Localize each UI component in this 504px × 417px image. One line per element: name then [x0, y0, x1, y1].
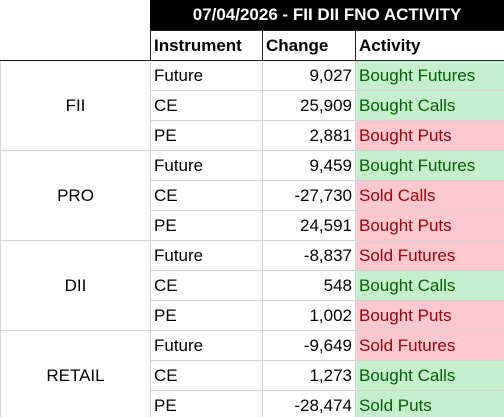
data-row: CE 1,273 Bought Calls	[1, 360, 504, 391]
header-cell: Activity	[355, 30, 504, 61]
change-cell: 2,881	[262, 120, 356, 151]
title: 07/04/2026 - FII DII FNO ACTIVITY	[150, 0, 504, 30]
group-label: DII	[0, 240, 151, 331]
instrument-cell: CE	[150, 270, 263, 301]
activity-cell: Bought Futures	[355, 60, 504, 91]
activity-cell: Bought Futures	[355, 150, 504, 181]
instrument-cell: Future	[150, 150, 263, 181]
change-cell: 1,002	[262, 300, 356, 331]
instrument-cell: Future	[150, 60, 263, 91]
change-cell: 1,273	[262, 360, 356, 391]
data-row: PE 2,881 Bought Puts	[1, 120, 504, 151]
activity-cell: Bought Calls	[355, 270, 504, 301]
instrument-cell: CE	[150, 180, 263, 211]
header-cell: Instrument	[150, 30, 263, 61]
data-row: FII Future 9,027 Bought Futures	[0, 60, 504, 151]
instrument-cell: PE	[150, 390, 263, 417]
activity-table: Instrument Change Activity FII Future 9,027 Bo…	[0, 30, 504, 417]
change-cell: 25,909	[262, 90, 356, 121]
header-cell: Change	[262, 30, 356, 61]
data-row: PRO Future 9,459 Bought Futures	[0, 150, 504, 241]
data-row: PE 1,002 Bought Puts	[1, 300, 504, 331]
data-row: CE 25,909 Bought Calls	[1, 90, 504, 121]
activity-cell: Bought Puts	[355, 120, 504, 151]
instrument-cell: PE	[150, 210, 263, 241]
change-cell: -9,649	[262, 330, 356, 361]
activity-cell: Bought Puts	[355, 300, 504, 331]
instrument-cell: PE	[150, 300, 263, 331]
data-row: PE -28,474 Sold Puts	[1, 390, 504, 417]
change-cell: 24,591	[262, 210, 356, 241]
activity-cell: Sold Puts	[355, 390, 504, 417]
group-label: FII	[0, 60, 151, 151]
activity-cell: Sold Futures	[355, 330, 504, 361]
instrument-cell: CE	[150, 360, 263, 391]
change-cell: 9,027	[262, 60, 356, 91]
instrument-cell: CE	[150, 90, 263, 121]
header-blank	[0, 30, 151, 61]
data-row: DII Future -8,837 Sold Futures	[0, 240, 504, 331]
table-body: Instrument Change Activity FII Future 9,027 Bo…	[0, 30, 504, 417]
data-row: CE -27,730 Sold Calls	[1, 180, 504, 211]
header-row: Instrument Change Activity	[0, 30, 504, 61]
instrument-cell: PE	[150, 120, 263, 151]
activity-cell: Bought Puts	[355, 210, 504, 241]
group-label: RETAIL	[0, 330, 151, 417]
data-row: PE 24,591 Bought Puts	[1, 210, 504, 241]
change-cell: -28,474	[262, 390, 356, 417]
activity-cell: Bought Calls	[355, 360, 504, 391]
change-cell: 9,459	[262, 150, 356, 181]
group-label: PRO	[0, 150, 151, 241]
instrument-cell: Future	[150, 330, 263, 361]
activity-cell: Bought Calls	[355, 90, 504, 121]
data-row: RETAIL Future -9,649 Sold Futures	[0, 330, 504, 417]
data-row: CE 548 Bought Calls	[1, 270, 504, 301]
activity-cell: Sold Futures	[355, 240, 504, 271]
change-cell: -8,837	[262, 240, 356, 271]
instrument-cell: Future	[150, 240, 263, 271]
change-cell: 548	[262, 270, 356, 301]
activity-cell: Sold Calls	[355, 180, 504, 211]
change-cell: -27,730	[262, 180, 356, 211]
